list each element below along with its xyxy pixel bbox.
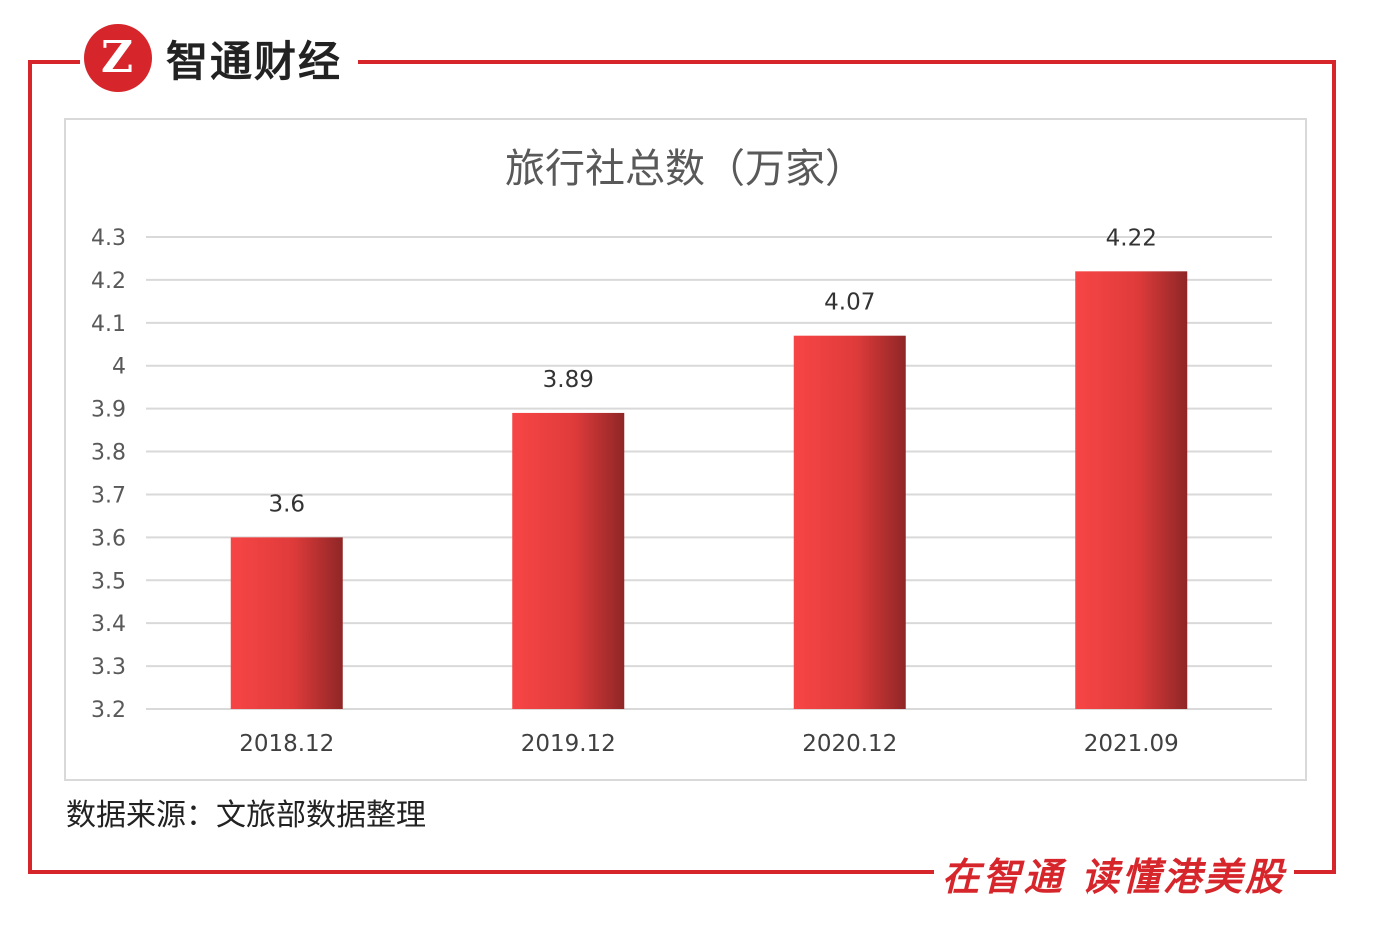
bar-chart: 旅行社总数（万家） 3.2 3.3 3.4 3.5 3.6 3.7 3.8 3.9 4 4.1 4.…: [91, 146, 1272, 757]
bars: 3.6 3.89 4.07 4.22: [230, 225, 1188, 709]
x-tick-label-3: 2021.09: [1084, 731, 1179, 757]
bar-2021.09: [1075, 271, 1188, 709]
x-tick-label-0: 2018.12: [239, 731, 334, 757]
brand-logo-icon: Z: [84, 24, 152, 92]
y-tick-label-8: 4: [112, 355, 126, 380]
y-tick-label-1: 3.3: [91, 655, 126, 680]
y-axis-ticks: 3.2 3.3 3.4 3.5 3.6 3.7 3.8 3.9 4 4.1 4.2 4.3: [91, 226, 126, 723]
y-tick-label-3: 3.5: [91, 569, 126, 594]
brand-name: 智通财经: [166, 36, 343, 86]
x-tick-label-2: 2020.12: [802, 731, 897, 757]
data-label-1: 3.89: [543, 367, 594, 393]
y-tick-label-5: 3.7: [91, 483, 126, 508]
y-tick-label-9: 4.1: [91, 312, 126, 337]
chart-container: 旅行社总数（万家） 3.2 3.3 3.4 3.5 3.6 3.7 3.8 3.9 4 4.1 4.…: [64, 118, 1307, 781]
data-label-0: 3.6: [268, 491, 305, 517]
chart-title: 旅行社总数（万家）: [505, 146, 865, 192]
x-axis-labels: 2018.12 2019.12 2020.12 2021.09: [239, 731, 1179, 757]
slogan: 在智通 读懂港美股: [933, 846, 1294, 901]
x-tick-label-1: 2019.12: [521, 731, 616, 757]
y-tick-label-11: 4.3: [91, 226, 126, 251]
bar-2020.12: [793, 335, 906, 709]
bar-2019.12: [512, 412, 625, 709]
y-tick-label-6: 3.8: [91, 441, 126, 466]
bar-2018.12: [230, 537, 343, 709]
y-tick-label-2: 3.4: [91, 612, 126, 637]
logo-letter: Z: [101, 32, 134, 83]
y-tick-label-10: 4.2: [91, 269, 126, 294]
data-label-2: 4.07: [824, 290, 875, 316]
y-tick-label-7: 3.9: [91, 398, 126, 423]
y-tick-label-4: 3.6: [91, 526, 126, 551]
brand-header: Z 智通财经: [80, 18, 359, 98]
y-tick-label-0: 3.2: [91, 698, 126, 723]
source-note: 数据来源：文旅部数据整理: [66, 798, 426, 833]
data-label-3: 4.22: [1106, 225, 1157, 251]
